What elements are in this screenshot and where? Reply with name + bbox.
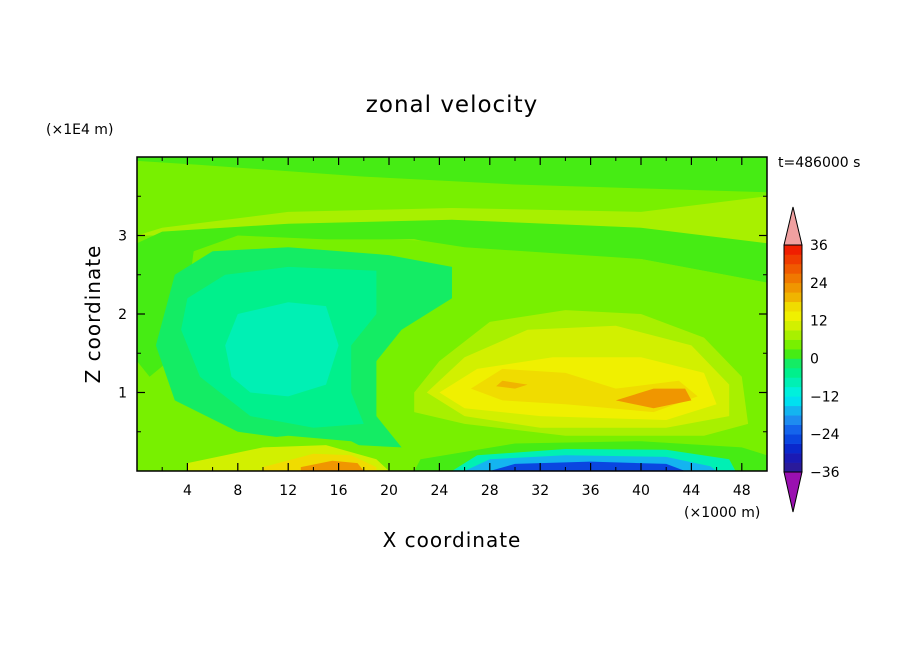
x-unit-label: (×1000 m) <box>684 505 760 521</box>
colorbar-bin <box>784 311 802 321</box>
y-tick-label: 1 <box>118 386 127 402</box>
colorbar-bin <box>784 349 802 359</box>
colorbar-bin <box>784 282 802 293</box>
contour-region <box>225 302 339 397</box>
contour-region <box>489 461 686 471</box>
colorbar-tick-label: 24 <box>810 276 828 292</box>
contour-region <box>137 219 767 377</box>
contour-region <box>137 157 767 193</box>
colorbar-bin <box>784 453 802 463</box>
x-tick-label: 44 <box>682 483 700 499</box>
colorbar-bin <box>784 386 802 397</box>
x-tick-label: 4 <box>183 483 192 499</box>
colorbar-bin <box>784 415 802 426</box>
colorbar: 36 24 12 0 −12 −24 −36 <box>783 206 840 513</box>
chart-title: zonal velocity <box>366 92 538 118</box>
colorbar-bin <box>784 443 802 454</box>
contour-field <box>137 157 767 471</box>
x-tick-label: 28 <box>481 483 499 499</box>
x-tick-label: 20 <box>380 483 398 499</box>
colorbar-bin <box>784 462 802 473</box>
colorbar-bin <box>784 273 802 284</box>
y-tick-label: 2 <box>118 307 127 323</box>
colorbar-bin <box>784 396 802 407</box>
x-tick-label: 48 <box>733 483 751 499</box>
x-axis-label: X coordinate <box>383 528 522 552</box>
contour-region <box>615 388 692 409</box>
colorbar-tick-label: 36 <box>810 238 828 254</box>
colorbar-bin <box>784 320 802 331</box>
colorbar-bin <box>784 292 802 303</box>
colorbar-tick-label: −24 <box>810 427 840 443</box>
x-axis: 4 8 12 16 20 24 28 32 36 40 44 48 <box>161 157 751 499</box>
colorbar-bin <box>784 434 802 444</box>
x-tick-label: 12 <box>279 483 297 499</box>
colorbar-extend-high <box>783 206 803 246</box>
x-tick-label: 16 <box>330 483 348 499</box>
y-tick-label: 3 <box>118 229 127 245</box>
colorbar-bin <box>784 377 802 388</box>
colorbar-bin <box>784 358 802 369</box>
contour-region <box>300 460 364 471</box>
y-axis: 1 2 3 <box>118 195 767 433</box>
colorbar-bin <box>784 301 802 312</box>
x-tick-label: 40 <box>632 483 650 499</box>
colorbar-bin <box>784 330 802 340</box>
time-label: t=486000 s <box>778 155 860 171</box>
x-tick-label: 36 <box>582 483 600 499</box>
colorbar-bin <box>784 245 802 255</box>
colorbar-tick-label: 0 <box>810 352 819 368</box>
y-axis-label: Z coordinate <box>81 245 105 384</box>
y-unit-label: (×1E4 m) <box>46 122 113 138</box>
colorbar-frame <box>783 244 803 473</box>
colorbar-bin <box>784 254 802 265</box>
contour-region <box>496 380 528 389</box>
colorbar-extend-low <box>783 471 803 513</box>
x-tick-label: 8 <box>233 483 242 499</box>
colorbar-bin <box>784 405 802 416</box>
colorbar-tick-label: 12 <box>810 314 828 330</box>
colorbar-tick-label: −12 <box>810 389 840 405</box>
x-tick-label: 24 <box>430 483 448 499</box>
x-tick-label: 32 <box>531 483 549 499</box>
colorbar-tick-label: −36 <box>810 465 840 481</box>
colorbar-bin <box>784 339 802 350</box>
colorbar-bin <box>784 367 802 378</box>
colorbar-bin <box>784 263 802 274</box>
colorbar-bin <box>784 424 802 435</box>
